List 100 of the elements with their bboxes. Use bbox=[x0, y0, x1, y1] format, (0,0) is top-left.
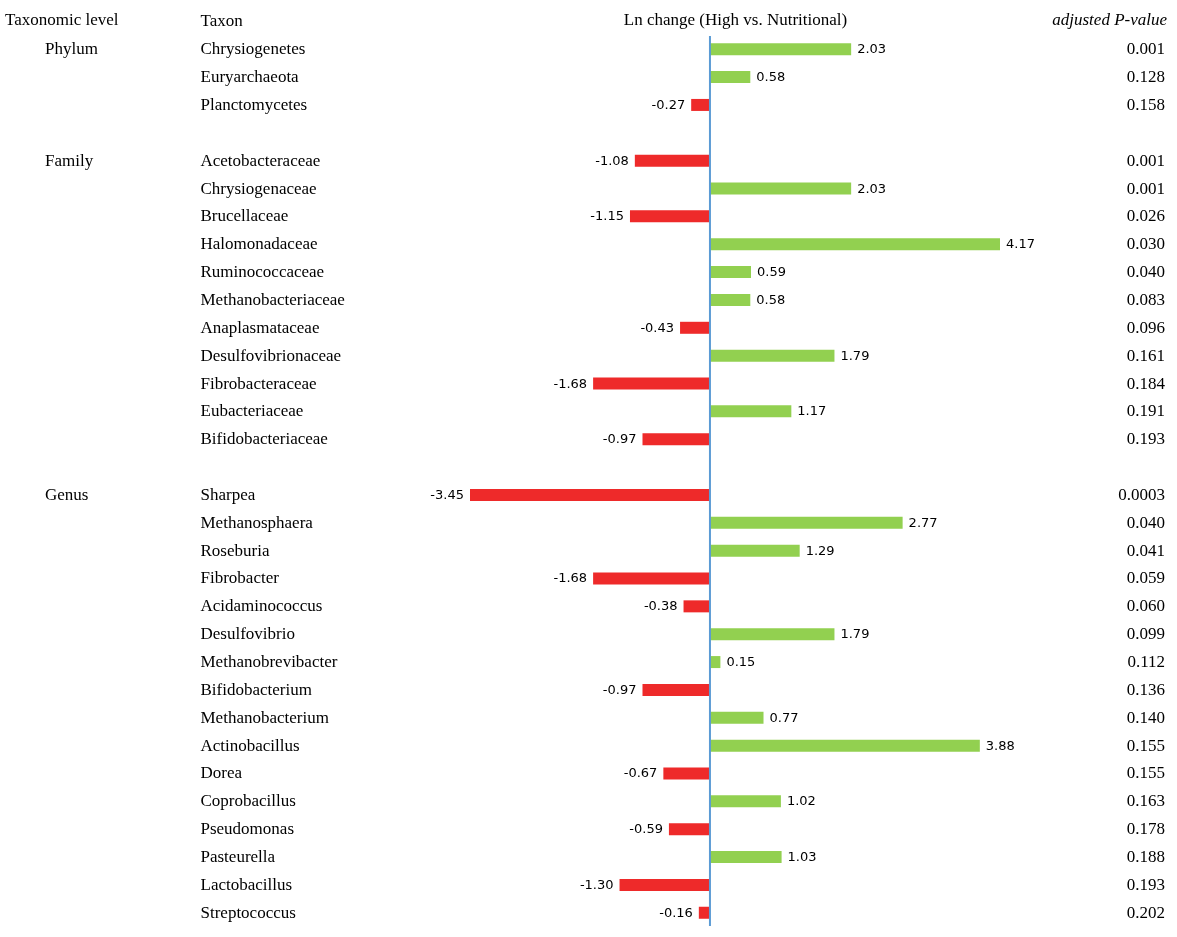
data-label: 0.58 bbox=[756, 69, 786, 85]
bar bbox=[642, 433, 710, 446]
y-tick-label: Sharpea bbox=[200, 484, 256, 504]
bar bbox=[709, 516, 903, 529]
bar bbox=[663, 767, 710, 780]
bar bbox=[709, 293, 751, 306]
y-tick-label: Eubacteriaceae bbox=[200, 401, 304, 421]
bar bbox=[680, 321, 710, 334]
data-label: -0.97 bbox=[602, 431, 637, 447]
y-tick-label: Ruminococcaceae bbox=[200, 262, 325, 282]
y-tick-label: Fibrobacter bbox=[200, 568, 280, 588]
y-tick-label: Planctomycetes bbox=[200, 94, 308, 114]
y-tick-label: Streptococcus bbox=[200, 902, 296, 922]
y2-tick-label: 0.193 bbox=[1126, 874, 1165, 894]
y2-tick-label: 0.155 bbox=[1126, 763, 1165, 783]
data-label: 2.03 bbox=[857, 41, 887, 57]
y-tick-label: Methanobacterium bbox=[200, 707, 329, 727]
bar bbox=[629, 210, 710, 223]
bar bbox=[709, 238, 1000, 251]
y2-tick-label: 0.140 bbox=[1126, 707, 1165, 727]
y2-tick-label: 0.155 bbox=[1126, 735, 1165, 755]
data-label: -0.67 bbox=[623, 765, 658, 781]
bar bbox=[709, 266, 751, 279]
bar bbox=[668, 823, 710, 836]
y-tick-label: Lactobacillus bbox=[200, 874, 293, 894]
bar bbox=[593, 377, 710, 390]
y2-tick-label: 0.193 bbox=[1126, 429, 1165, 449]
y-tick-label: Coprobacillus bbox=[200, 791, 296, 811]
text: Family bbox=[45, 150, 94, 170]
data-label: 2.77 bbox=[908, 514, 938, 530]
y2-tick-label: 0.191 bbox=[1126, 401, 1165, 421]
data-label: 1.29 bbox=[805, 542, 835, 558]
y2-tick-label: 0.163 bbox=[1126, 791, 1165, 811]
bar bbox=[683, 600, 710, 613]
y-axis-title: Taxon bbox=[200, 10, 244, 30]
y-tick-label: Pseudomonas bbox=[200, 819, 294, 839]
bar bbox=[593, 572, 710, 585]
y2-tick-label: 0.001 bbox=[1126, 150, 1165, 170]
bar bbox=[709, 182, 852, 195]
y-tick-label: Acetobacteraceae bbox=[200, 150, 321, 170]
bar bbox=[709, 544, 800, 557]
y-tick-label: Chrysiogenaceae bbox=[200, 178, 317, 198]
data-label: -0.59 bbox=[629, 821, 663, 837]
y-tick-label: Bifidobacterium bbox=[200, 679, 312, 699]
y2-tick-label: 0.041 bbox=[1126, 540, 1165, 560]
y2-tick-label: 0.184 bbox=[1126, 373, 1166, 393]
y2-tick-label: 0.040 bbox=[1126, 512, 1165, 532]
y2-tick-label: 0.136 bbox=[1126, 679, 1165, 699]
data-label: -0.16 bbox=[659, 904, 693, 920]
data-label: 0.59 bbox=[757, 264, 786, 280]
y-tick-label: Desulfovibrionaceae bbox=[200, 345, 342, 365]
x-axis-title: Ln change (High vs. Nutritional) bbox=[623, 9, 848, 29]
y2-tick-label: 0.083 bbox=[1126, 289, 1165, 309]
y2-tick-label: 0.0003 bbox=[1118, 484, 1165, 504]
y2-tick-label: 0.059 bbox=[1126, 568, 1165, 588]
y2-tick-label: 0.161 bbox=[1126, 345, 1165, 365]
y2-tick-label: 0.040 bbox=[1126, 262, 1165, 282]
bar bbox=[709, 711, 764, 724]
bar bbox=[691, 98, 710, 111]
data-label: -1.15 bbox=[590, 208, 624, 224]
bar bbox=[709, 349, 835, 362]
y2-tick-label: 0.188 bbox=[1126, 847, 1165, 867]
bar bbox=[698, 906, 710, 919]
text: Taxonomic level bbox=[5, 10, 119, 29]
y2-tick-label: 0.060 bbox=[1126, 596, 1165, 616]
data-label: -1.68 bbox=[553, 375, 588, 391]
y2-tick-label: 0.096 bbox=[1126, 317, 1165, 337]
data-label: -3.45 bbox=[430, 486, 464, 502]
bar bbox=[709, 405, 792, 418]
bar bbox=[709, 795, 781, 808]
data-label: 1.79 bbox=[840, 347, 870, 363]
text: Phylum bbox=[45, 39, 98, 59]
y2-tick-label: 0.202 bbox=[1126, 902, 1165, 922]
data-label: 0.15 bbox=[726, 654, 756, 670]
y2-tick-label: 0.001 bbox=[1126, 178, 1165, 198]
text: Genus bbox=[45, 484, 89, 504]
y-tick-label: Halomonadaceae bbox=[200, 234, 318, 254]
bar bbox=[470, 488, 710, 501]
data-label: -1.68 bbox=[553, 570, 588, 586]
data-label: 1.17 bbox=[797, 403, 827, 419]
data-label: 0.58 bbox=[756, 291, 786, 307]
y-tick-label: Pasteurella bbox=[200, 847, 276, 867]
y2-tick-label: 0.030 bbox=[1126, 234, 1165, 254]
y2-tick-label: 0.099 bbox=[1126, 624, 1165, 644]
data-label: -1.30 bbox=[579, 876, 614, 892]
y-tick-label: Dorea bbox=[200, 763, 243, 783]
y-tick-label: Anaplasmataceae bbox=[200, 317, 320, 337]
data-label: 4.17 bbox=[1006, 236, 1035, 252]
data-label: 1.79 bbox=[840, 626, 870, 642]
y2-tick-label: 0.112 bbox=[1127, 652, 1165, 672]
bar bbox=[709, 43, 852, 56]
y-tick-label: Chrysiogenetes bbox=[200, 39, 306, 59]
y-tick-label: Brucellaceae bbox=[200, 206, 289, 226]
y2-tick-label: 0.001 bbox=[1126, 39, 1165, 59]
bar bbox=[709, 739, 980, 752]
y2-axis-title: adjusted P-value bbox=[1052, 10, 1168, 29]
y-tick-label: Methanobrevibacter bbox=[200, 652, 338, 672]
bar bbox=[709, 628, 835, 641]
data-label: -1.08 bbox=[595, 152, 629, 168]
bar bbox=[634, 154, 710, 167]
